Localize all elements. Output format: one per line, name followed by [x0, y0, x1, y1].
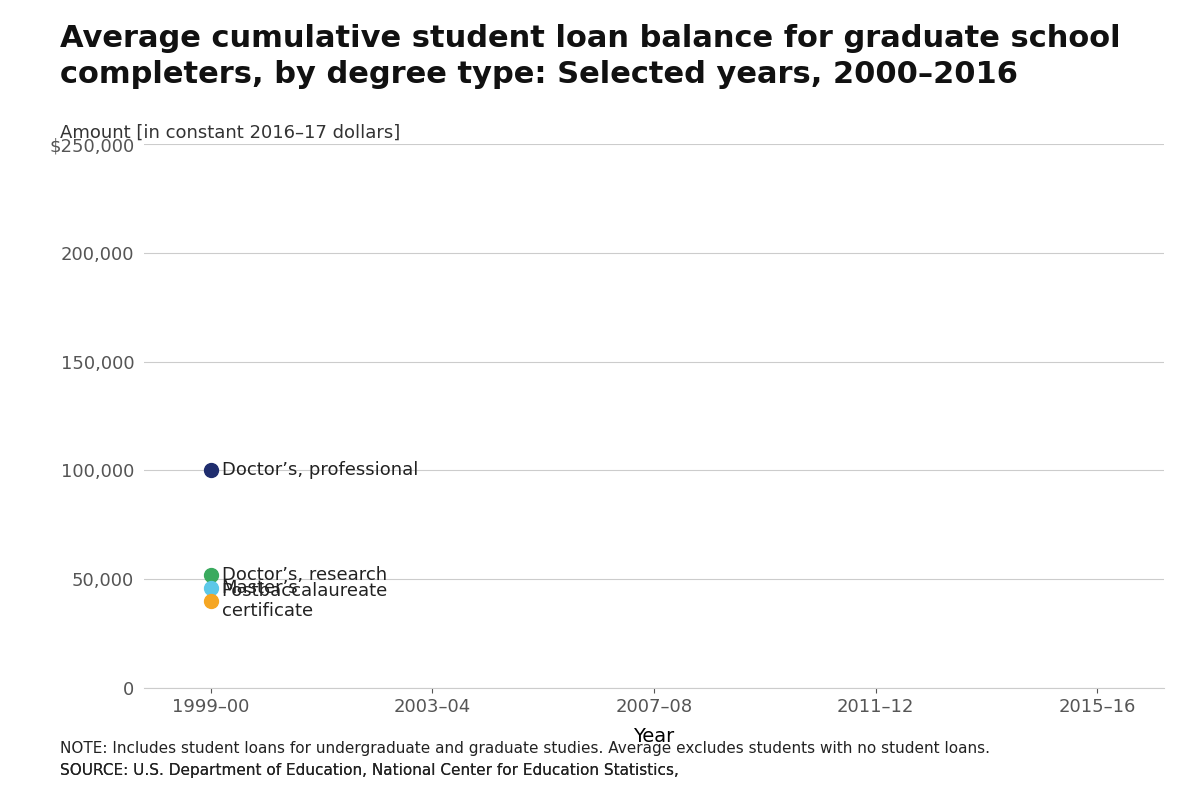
- Text: Doctor’s, professional: Doctor’s, professional: [222, 462, 418, 479]
- Text: NOTE: Includes student loans for undergraduate and graduate studies. Average exc: NOTE: Includes student loans for undergr…: [60, 741, 990, 756]
- Text: Postbaccalaureate
certificate: Postbaccalaureate certificate: [222, 582, 388, 620]
- Text: SOURCE: U.S. Department of Education, National Center for Education Statistics,: SOURCE: U.S. Department of Education, Na…: [60, 762, 689, 778]
- Text: Doctor’s, research: Doctor’s, research: [222, 566, 386, 584]
- Text: Average cumulative student loan balance for graduate school
completers, by degre: Average cumulative student loan balance …: [60, 24, 1121, 89]
- Text: SOURCE: U.S. Department of Education, National Center for Education Statistics,: SOURCE: U.S. Department of Education, Na…: [60, 762, 689, 778]
- Text: Master’s: Master’s: [222, 579, 299, 597]
- X-axis label: Year: Year: [634, 727, 674, 746]
- Text: SOURCE: U.S. Department of Education, National Center for Education Statistics, : SOURCE: U.S. Department of Education, Na…: [60, 762, 956, 778]
- Text: Amount [in constant 2016–17 dollars]: Amount [in constant 2016–17 dollars]: [60, 124, 401, 142]
